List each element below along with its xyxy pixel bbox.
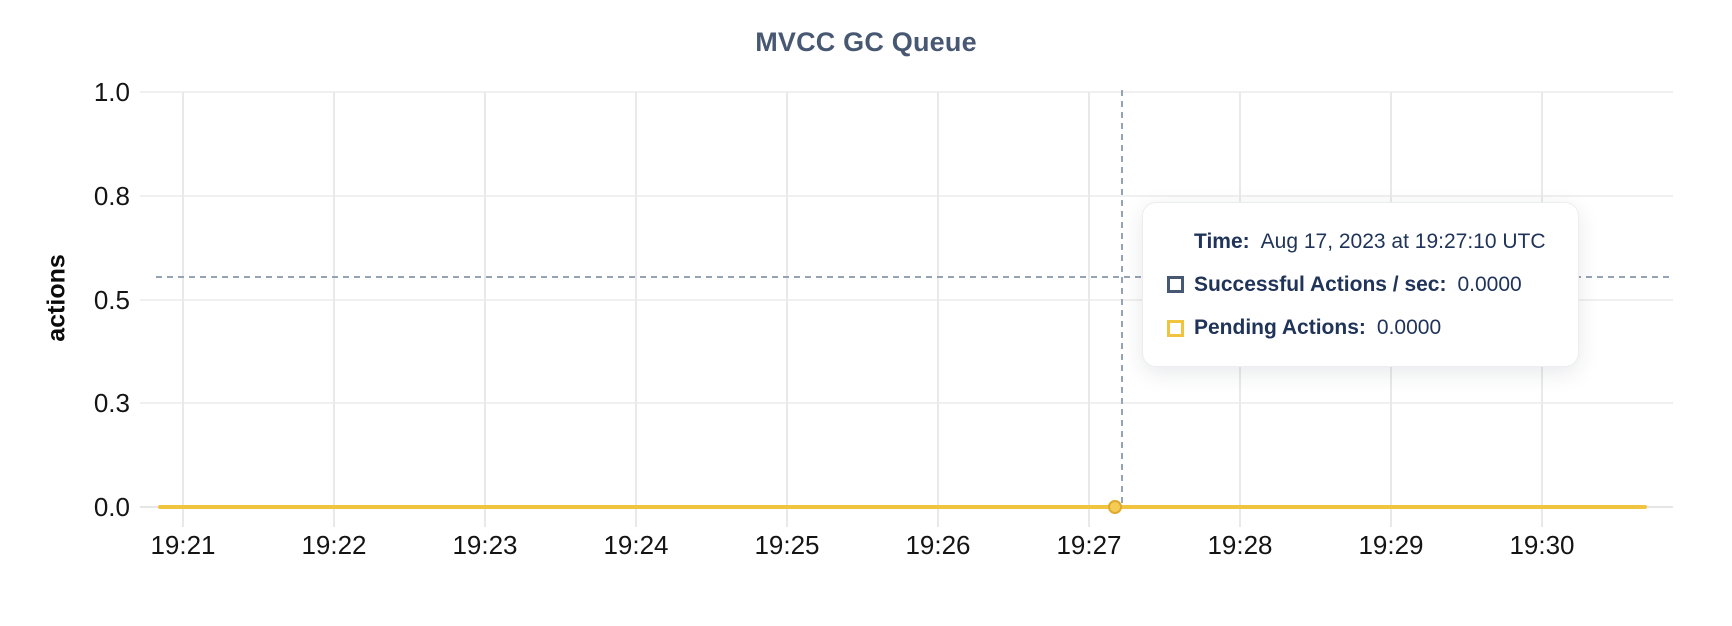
y-tick-label: 0.3 bbox=[93, 388, 130, 419]
y-tick-label: 0.5 bbox=[93, 284, 130, 315]
y-grid-line bbox=[140, 402, 1673, 405]
tooltip-time-label: Time: bbox=[1194, 229, 1250, 253]
tooltip-time-value: Aug 17, 2023 at 19:27:10 UTC bbox=[1260, 229, 1546, 253]
x-tick-label: 19:27 bbox=[1056, 530, 1122, 560]
y-tick-label: 0.8 bbox=[93, 180, 130, 211]
x-tick-label: 19:29 bbox=[1358, 530, 1424, 560]
crosshair-horizontal-line bbox=[156, 276, 1673, 278]
chart-tooltip: Time: Aug 17, 2023 at 19:27:10 UTC Succe… bbox=[1142, 202, 1579, 367]
x-tick-label: 19:30 bbox=[1509, 530, 1575, 560]
y-grid-line bbox=[140, 194, 1673, 197]
x-tick-label: 19:24 bbox=[603, 530, 669, 560]
x-grid-line bbox=[333, 92, 335, 527]
y-grid-line bbox=[140, 298, 1673, 301]
x-grid-line bbox=[786, 92, 788, 527]
x-tick-label: 19:23 bbox=[452, 530, 518, 560]
y-grid-line bbox=[140, 91, 1673, 93]
crosshair-vertical-line bbox=[1121, 90, 1123, 503]
x-tick-label: 19:26 bbox=[905, 530, 971, 560]
pending-actions-line bbox=[158, 505, 1647, 509]
x-tick-label: 19:28 bbox=[1207, 530, 1273, 560]
x-grid-line bbox=[484, 92, 486, 527]
y-tick-label: 1.0 bbox=[93, 77, 130, 107]
successful-actions-swatch-icon bbox=[1167, 276, 1184, 294]
chart-title: MVCC GC Queue bbox=[755, 27, 977, 57]
x-grid-line bbox=[937, 92, 939, 527]
tooltip-time-row: Time: Aug 17, 2023 at 19:27:10 UTC bbox=[1194, 227, 1554, 256]
x-tick-label: 19:22 bbox=[301, 530, 367, 560]
x-grid-line bbox=[1088, 92, 1090, 527]
tooltip-successful-actions-label: Successful Actions / sec: bbox=[1194, 272, 1447, 296]
x-tick-label: 19:21 bbox=[150, 530, 216, 560]
hover-point-dot bbox=[1108, 500, 1122, 514]
tooltip-successful-actions-value: 0.0000 bbox=[1457, 272, 1522, 296]
pending-actions-swatch-icon bbox=[1167, 319, 1184, 337]
x-grid-line bbox=[635, 92, 637, 527]
x-grid-line bbox=[182, 92, 184, 527]
y-tick-label: 0.0 bbox=[93, 492, 130, 522]
tooltip-pending-actions-value: 0.0000 bbox=[1376, 316, 1442, 340]
tooltip-series-row: Pending Actions: 0.0000 bbox=[1167, 314, 1554, 343]
tooltip-pending-actions-label: Pending Actions: bbox=[1194, 316, 1366, 340]
x-tick-label: 19:25 bbox=[754, 530, 820, 560]
tooltip-series-row: Successful Actions / sec: 0.0000 bbox=[1167, 270, 1554, 299]
